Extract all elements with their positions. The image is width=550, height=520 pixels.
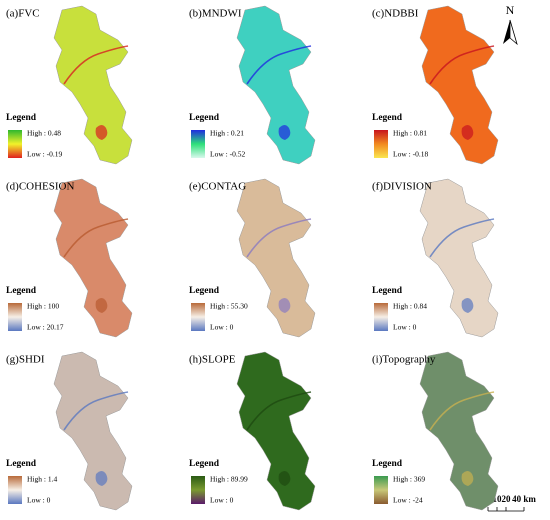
map-feature (429, 45, 495, 85)
legend-low: Low : -0.52 (210, 150, 245, 159)
legend-high: High : 0.21 (210, 129, 244, 138)
map-feature (95, 125, 108, 140)
legend-ramp (191, 476, 205, 504)
legend-ramp (8, 130, 22, 158)
region-map (419, 5, 499, 165)
region-map (236, 5, 316, 165)
region-map (419, 178, 499, 338)
map-feature (95, 471, 108, 486)
map-panel: (i)Topography Legend High : 369 Low : -24 (372, 351, 499, 511)
legend-low: Low : 0 (210, 323, 234, 332)
region-map (53, 5, 133, 165)
legend-title: Legend (372, 459, 403, 469)
map-feature (246, 45, 312, 85)
map-feature (246, 218, 312, 258)
map-panel: (f)DIVISION Legend High : 0.84 Low : 0 (372, 178, 499, 338)
north-label: N (506, 3, 515, 17)
legend-title: Legend (189, 113, 220, 123)
legend-title: Legend (189, 459, 220, 469)
panel-label: (d)COHESION (6, 181, 74, 193)
legend-high: High : 100 (27, 302, 59, 311)
legend-title: Legend (6, 286, 37, 296)
legend-high: High : 89.99 (210, 475, 248, 484)
legend-high: High : 0.81 (393, 129, 427, 138)
panel-label: (h)SLOPE (189, 354, 236, 366)
legend-low: Low : 0 (393, 323, 417, 332)
map-panel: (a)FVC Legend High : 0.48 Low : -0.19 (6, 5, 133, 165)
region-map (236, 351, 316, 511)
panel-label: (c)NDBBI (372, 8, 419, 20)
map-feature (95, 298, 108, 313)
legend-low: Low : -0.18 (393, 150, 428, 159)
map-panel: (h)SLOPE Legend High : 89.99 Low : 0 (189, 351, 316, 511)
region-map (53, 178, 133, 338)
legend-low: Low : 0 (27, 496, 51, 505)
legend-ramp (8, 476, 22, 504)
legend-high: High : 55.30 (210, 302, 248, 311)
panel-label: (i)Topography (372, 354, 436, 366)
map-panel: (b)MNDWI Legend High : 0.21 Low : -0.52 (189, 5, 316, 165)
legend-title: Legend (6, 113, 37, 123)
map-panel: (e)CONTAG Legend High : 55.30 Low : 0 (189, 178, 316, 338)
scale-label: 20 (502, 494, 512, 504)
legend-title: Legend (372, 113, 403, 123)
legend-title: Legend (372, 286, 403, 296)
map-panel: (c)NDBBI Legend High : 0.81 Low : -0.18 (372, 5, 499, 165)
panel-label: (e)CONTAG (189, 181, 246, 193)
legend-low: Low : 0 (210, 496, 234, 505)
legend-ramp (374, 303, 388, 331)
map-feature (461, 125, 474, 140)
panel-label: (g)SHDI (6, 354, 45, 366)
map-feature (63, 45, 129, 85)
map-panel: (g)SHDI Legend High : 1.4 Low : 0 (6, 351, 133, 511)
legend-low: Low : -0.19 (27, 150, 62, 159)
north-arrow: N (503, 3, 518, 46)
map-feature (429, 391, 495, 431)
map-feature (278, 125, 291, 140)
scale-label: 10 (493, 494, 503, 504)
legend-ramp (374, 130, 388, 158)
legend-high: High : 0.48 (27, 129, 61, 138)
region-map (236, 178, 316, 338)
legend-title: Legend (189, 286, 220, 296)
panel-label: (f)DIVISION (372, 181, 432, 193)
legend-ramp (191, 130, 205, 158)
map-feature (246, 391, 312, 431)
legend-title: Legend (6, 459, 37, 469)
legend-high: High : 0.84 (393, 302, 427, 311)
legend-low: Low : -24 (393, 496, 423, 505)
legend-ramp (374, 476, 388, 504)
map-feature (63, 391, 129, 431)
map-panel: (d)COHESION Legend High : 100 Low : 20.17 (6, 178, 133, 338)
scale-label: 40 km (512, 494, 536, 504)
panel-label: (a)FVC (6, 8, 40, 20)
panel-label: (b)MNDWI (189, 8, 242, 20)
legend-high: High : 1.4 (27, 475, 57, 484)
legend-high: High : 369 (393, 475, 425, 484)
map-feature (461, 471, 474, 486)
region-map (419, 351, 499, 511)
region-map (53, 351, 133, 511)
legend-ramp (8, 303, 22, 331)
map-feature (63, 218, 129, 258)
map-feature (461, 298, 474, 313)
legend-low: Low : 20.17 (27, 323, 64, 332)
map-feature (278, 471, 291, 486)
legend-ramp (191, 303, 205, 331)
map-feature (429, 218, 495, 258)
map-feature (278, 298, 291, 313)
